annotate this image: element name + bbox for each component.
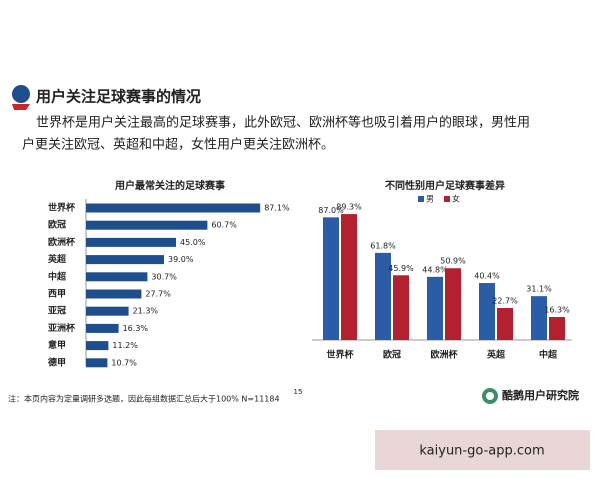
y-tick-label: 意甲: [48, 339, 66, 351]
bar: [86, 272, 148, 282]
bar: [86, 358, 108, 368]
value-label: 21.3%: [133, 307, 159, 316]
y-tick-label: 欧冠: [48, 219, 66, 231]
bar: [86, 341, 109, 351]
value-label: 27.7%: [145, 290, 171, 299]
bar: [86, 289, 142, 299]
note: 注：本页内容为定量调研多选题，因此每组数据汇总后大于100% N=11184: [8, 394, 280, 404]
x-tick-label: 英超: [486, 349, 506, 361]
x-tick-label: 中超: [539, 349, 558, 361]
value-label: 11.2%: [112, 341, 138, 350]
y-tick-label: 西甲: [48, 289, 66, 300]
bar: [393, 275, 409, 340]
y-tick-label: 亚冠: [48, 306, 66, 317]
value-label: 30.7%: [151, 272, 177, 281]
value-label: 40.4%: [474, 272, 500, 281]
bar: [86, 323, 119, 333]
logo: 酷鹅用户研究院: [502, 388, 579, 402]
value-label: 61.8%: [370, 241, 396, 250]
bar: [86, 306, 129, 316]
bar: [375, 252, 391, 340]
legend-swatch: [418, 196, 424, 202]
value-label: 60.7%: [211, 221, 237, 230]
page-number: 15: [294, 388, 303, 396]
y-tick-label: 英超: [47, 253, 67, 265]
bar: [497, 307, 513, 340]
y-tick-label: 德甲: [48, 356, 66, 368]
value-label: 22.7%: [492, 296, 518, 305]
chart-title: 用户最常关注的足球赛事: [114, 179, 225, 192]
bar: [479, 283, 495, 340]
header-icon: [12, 85, 30, 110]
value-label: 10.7%: [111, 358, 137, 367]
value-label: 31.1%: [526, 285, 552, 294]
x-tick-label: 欧冠: [383, 349, 401, 361]
legend-label: 女: [452, 194, 460, 204]
y-tick-label: 世界杯: [48, 202, 76, 214]
y-tick-label: 亚洲杯: [48, 322, 76, 334]
value-label: 45.0%: [180, 238, 206, 247]
bar: [86, 255, 164, 265]
body-text: 世界杯是用户关注最高的足球赛事，此外欧冠、欧洲杯等也吸引着用户的眼球，男性用: [36, 115, 530, 131]
value-label: 87.0%: [318, 206, 344, 215]
y-tick-label: 中超: [48, 270, 67, 282]
value-label: 45.9%: [388, 264, 414, 273]
y-tick-label: 欧洲杯: [48, 236, 76, 248]
bar: [86, 203, 261, 213]
value-label: 16.3%: [544, 306, 570, 315]
bar: [549, 317, 565, 340]
legend-label: 男: [426, 195, 434, 204]
x-tick-label: 欧洲杯: [430, 349, 458, 361]
value-label: 44.8%: [422, 265, 448, 274]
watermark: kaiyun-go-app.com: [419, 444, 544, 459]
bar: [86, 220, 208, 230]
bar: [323, 217, 339, 340]
bar: [427, 276, 443, 340]
logo-icon: [482, 388, 498, 404]
value-label: 16.3%: [123, 324, 149, 333]
value-label: 87.1%: [264, 204, 290, 213]
bar: [86, 237, 176, 247]
watermark-box: [375, 430, 590, 470]
x-tick-label: 世界杯: [326, 349, 354, 361]
body-text: 户更关注欧冠、英超和中超，女性用户更关注欧洲杯。: [22, 137, 334, 153]
legend-swatch: [444, 196, 450, 202]
value-label: 89.3%: [336, 203, 362, 212]
slide-title: 用户关注足球赛事的情况: [36, 88, 201, 106]
value-label: 39.0%: [168, 255, 194, 264]
value-label: 50.9%: [440, 257, 466, 266]
bar: [445, 268, 461, 340]
bar: [341, 214, 357, 340]
chart-title: 不同性别用户足球赛事差异: [385, 179, 505, 192]
bar: [531, 296, 547, 340]
